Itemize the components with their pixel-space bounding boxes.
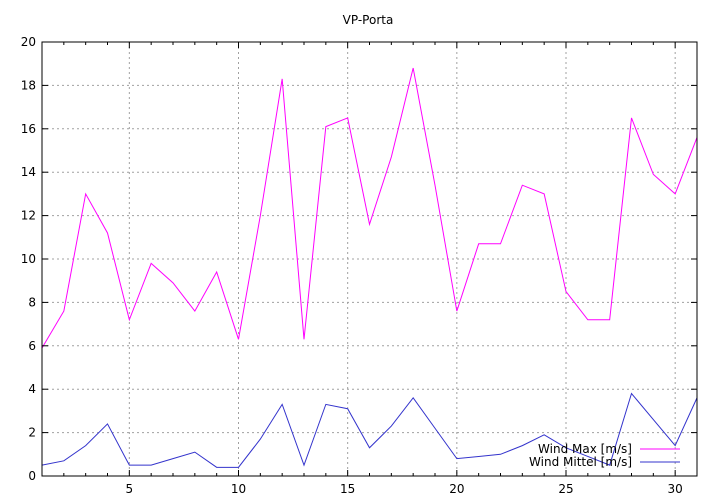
y-tick-label: 12	[21, 209, 36, 223]
y-tick-label: 20	[21, 35, 36, 49]
y-tick-label: 0	[28, 469, 36, 483]
x-tick-label: 10	[231, 482, 246, 496]
grid	[42, 42, 697, 476]
x-tick-label: 30	[668, 482, 683, 496]
x-tick-label: 20	[449, 482, 464, 496]
y-tick-label: 6	[28, 339, 36, 353]
series-line-2	[41, 392, 698, 468]
y-tick-label: 10	[21, 252, 36, 266]
y-tick-label: 14	[21, 165, 36, 179]
legend-label-1: Wind Max [m/s]	[538, 442, 632, 456]
x-tick-label: 15	[340, 482, 355, 496]
x-tick-label: 5	[126, 482, 134, 496]
x-tick-label: 25	[558, 482, 573, 496]
axis-ticks: 0 2 4 6 8 10 12 14 16 18 20 5 10 15 20 25 30	[21, 35, 698, 496]
legend-label-2: Wind Mittel [m/s]	[529, 455, 632, 469]
y-tick-label: 2	[28, 426, 36, 440]
series-line-1	[41, 67, 698, 349]
legend: Wind Max [m/s]Wind Mittel [m/s]	[529, 442, 680, 469]
series-lines	[41, 67, 698, 468]
y-tick-label: 18	[21, 78, 36, 92]
chart-title: VP-Porta	[343, 13, 394, 27]
y-tick-label: 16	[21, 122, 36, 136]
y-tick-label: 4	[28, 382, 36, 396]
y-tick-label: 8	[28, 295, 36, 309]
